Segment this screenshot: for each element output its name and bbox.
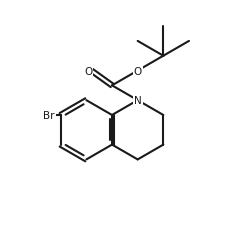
Text: N: N [133,96,141,106]
Text: O: O [84,66,92,76]
Text: O: O [133,66,141,76]
Text: Br: Br [43,111,54,121]
